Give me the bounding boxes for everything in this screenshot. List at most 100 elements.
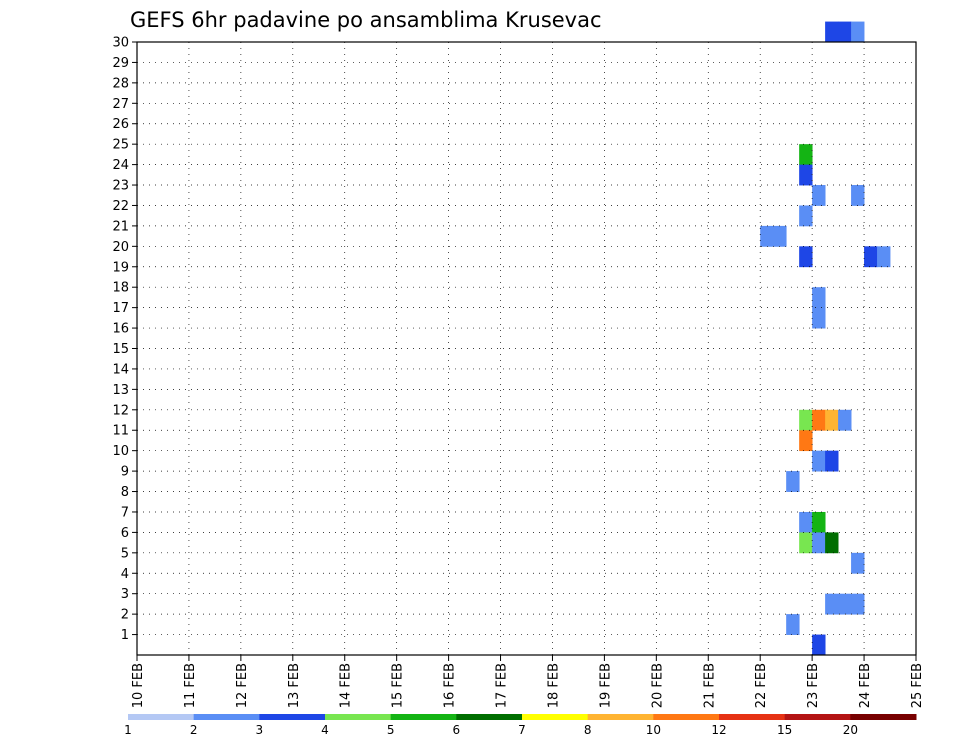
- legend-label: 1: [124, 723, 132, 737]
- y-tick-label: 18: [112, 281, 129, 296]
- x-tick-label: 12 FEB: [235, 663, 250, 708]
- legend-label: 20: [843, 723, 858, 737]
- heatmap-cell: [799, 430, 813, 452]
- y-tick-label: 9: [121, 465, 129, 480]
- legend-swatch: [193, 714, 260, 720]
- y-tick-label: 12: [112, 403, 129, 418]
- x-tick-label: 23 FEB: [806, 663, 821, 708]
- x-tick-label: 22 FEB: [754, 663, 769, 708]
- y-tick-label: 4: [121, 567, 129, 582]
- x-tick-label: 14 FEB: [339, 663, 354, 708]
- y-tick-label: 15: [112, 342, 129, 357]
- y-tick-label: 6: [121, 526, 129, 541]
- heatmap-cell: [825, 450, 839, 472]
- legend-swatch: [325, 714, 392, 720]
- heatmap-cell: [812, 634, 826, 656]
- heatmap-cell: [825, 409, 839, 431]
- heatmap-cell: [786, 614, 800, 635]
- heatmap-cell: [838, 21, 852, 43]
- heatmap-cell: [825, 593, 839, 615]
- heatmap-cell: [851, 185, 865, 206]
- x-tick-label: 10 FEB: [131, 663, 146, 708]
- heatmap-cell: [812, 409, 826, 431]
- y-tick-label: 3: [121, 587, 129, 602]
- heatmap-cell: [877, 246, 891, 268]
- y-tick-label: 22: [112, 199, 129, 214]
- y-tick-label: 27: [112, 97, 129, 112]
- y-tick-label: 8: [121, 485, 129, 500]
- x-tick-label: 11 FEB: [183, 663, 198, 708]
- y-tick-label: 16: [112, 322, 129, 337]
- legend-label: 2: [190, 723, 198, 737]
- legend-label: 10: [646, 723, 661, 737]
- heatmap-cell: [760, 225, 774, 247]
- y-tick-label: 11: [112, 424, 129, 439]
- y-tick-label: 23: [112, 179, 129, 194]
- heatmap-cell: [851, 593, 865, 615]
- x-axis-ticks: 10 FEB 11 FEB 12 FEB 13 FEB 14 FEB 15 FEB 16 F…: [131, 655, 925, 708]
- legend-swatch: [522, 714, 589, 720]
- heatmap-cell: [799, 511, 813, 533]
- heatmap-cell: [812, 532, 826, 554]
- heatmap-cell: [799, 246, 813, 268]
- legend-label: 6: [453, 723, 461, 737]
- y-tick-label: 2: [121, 608, 129, 623]
- heatmap-cell: [812, 287, 826, 309]
- legend-label: 3: [256, 723, 264, 737]
- x-tick-label: 19 FEB: [598, 663, 613, 708]
- heatmap-cell: [825, 532, 839, 554]
- legend-label: 5: [387, 723, 395, 737]
- heatmap-cell: [851, 21, 865, 43]
- y-tick-label: 21: [112, 219, 129, 234]
- y-tick-label: 5: [121, 546, 129, 561]
- heatmap-cell: [786, 471, 800, 492]
- y-tick-label: 29: [112, 56, 129, 71]
- legend-label: 4: [321, 723, 329, 737]
- heatmap-cell: [825, 21, 839, 43]
- heatmap-cell: [799, 532, 813, 554]
- y-tick-label: 17: [112, 301, 129, 316]
- y-tick-label: 28: [112, 76, 129, 91]
- legend-swatch: [653, 714, 720, 720]
- heatmap-cell: [799, 144, 813, 165]
- legend-label: 7: [518, 723, 526, 737]
- x-tick-label: 20 FEB: [650, 663, 665, 708]
- color-legend: 1 2 3 4 5 6 7 8 10 12 15 20: [124, 714, 917, 737]
- y-tick-label: 7: [121, 505, 129, 520]
- legend-swatch: [128, 714, 195, 720]
- x-tick-label: 16 FEB: [443, 663, 458, 708]
- heatmap-cells: [760, 21, 891, 656]
- y-tick-label: 10: [112, 444, 129, 459]
- plot-frame: [136, 41, 917, 656]
- chart-title: GEFS 6hr padavine po ansamblima Krusevac: [130, 8, 602, 32]
- y-tick-label: 20: [112, 240, 129, 255]
- legend-swatch: [587, 714, 654, 720]
- x-tick-label: 24 FEB: [858, 663, 873, 708]
- heatmap-cell: [851, 552, 865, 574]
- heatmap-cell: [799, 205, 813, 227]
- grid-lines: [137, 42, 916, 655]
- heatmap-cell: [812, 307, 826, 329]
- heatmap-cell: [812, 511, 826, 533]
- heatmap-cell: [838, 409, 852, 431]
- x-tick-label: 25 FEB: [910, 663, 925, 708]
- y-tick-label: 13: [112, 383, 129, 398]
- x-tick-label: 13 FEB: [287, 663, 302, 708]
- legend-label: 12: [711, 723, 726, 737]
- legend-swatch: [259, 714, 326, 720]
- heatmap-cell: [812, 450, 826, 472]
- x-tick-label: 18 FEB: [546, 663, 561, 708]
- legend-swatch: [390, 714, 457, 720]
- y-tick-label: 1: [121, 628, 129, 643]
- heatmap-cell: [812, 185, 826, 206]
- x-tick-label: 15 FEB: [391, 663, 406, 708]
- y-tick-label: 24: [112, 158, 129, 173]
- heatmap-cell: [799, 164, 813, 186]
- x-tick-label: 17 FEB: [495, 663, 510, 708]
- heatmap-cell: [773, 225, 787, 247]
- legend-swatch: [719, 714, 786, 720]
- y-tick-label: 19: [112, 260, 129, 275]
- legend-swatch: [456, 714, 523, 720]
- legend-swatch: [850, 714, 917, 720]
